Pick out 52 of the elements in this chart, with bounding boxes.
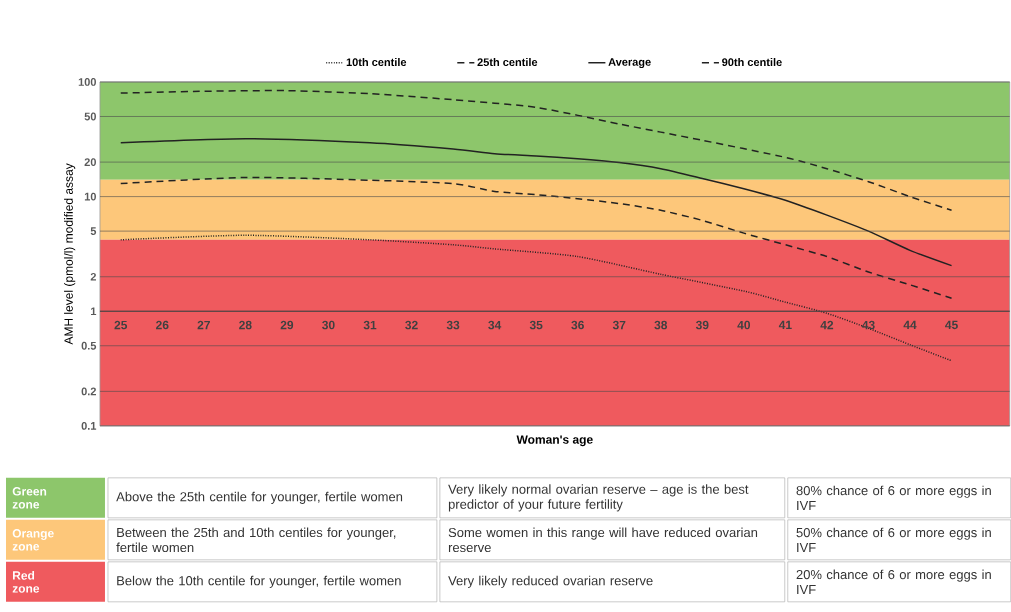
x-tick-label: 31 [363, 320, 377, 330]
y-tick-label: 10 [84, 192, 96, 201]
text: Below the 10th centile for younger, fertile women [117, 575, 401, 588]
x-tick-label: 27 [197, 320, 210, 330]
x-tick-label: 45 [945, 320, 958, 330]
text: Some women in this range will have reduced ovarian reserve [448, 527, 758, 553]
x-tick-label: 39 [695, 320, 709, 330]
x-tick-label: 34 [488, 320, 502, 330]
text: Very likely normal ovarian reserve – age is the best predictor of your future fertility [448, 484, 749, 512]
x-tick-label: 38 [654, 320, 668, 330]
x-tick-label: 44 [903, 320, 917, 330]
x-tick-label: 36 [571, 320, 584, 330]
y-tick-label: 100 [78, 78, 96, 86]
y-tick-label: 0.5 [81, 341, 97, 350]
x-tick-label: 33 [446, 320, 460, 330]
text: Green zone [12, 487, 47, 509]
y-tick-label: 50 [84, 112, 96, 121]
text: Above the 25th centile for younger, fertile women [116, 491, 403, 504]
x-tick-label: 43 [861, 320, 875, 330]
legend-label: 25th centile [477, 58, 538, 67]
text: 80% chance of 6 or more eggs in IVF [796, 485, 991, 511]
x-tick-label: 42 [820, 320, 834, 330]
legend-label: 90th centile [722, 58, 782, 67]
line-series [119, 89, 953, 212]
line-series [119, 138, 953, 267]
x-tick-label: 32 [405, 320, 418, 330]
text: 20% chance of 6 or more eggs in IVF [796, 569, 991, 595]
x-tick-label: 30 [322, 320, 335, 330]
x-tick-label: 28 [239, 320, 252, 330]
x-tick-label: 40 [737, 320, 751, 330]
x-tick-label: 25 [114, 320, 128, 330]
x-tick-label: 35 [529, 320, 543, 330]
text: Very likely reduced ovarian reserve [448, 575, 653, 588]
x-axis-title: Woman's age [516, 435, 593, 447]
x-tick-label: 41 [778, 320, 792, 330]
y-tick-label: 20 [84, 158, 96, 167]
line-series [119, 176, 953, 300]
y-tick-label: 0.2 [81, 387, 96, 396]
text: Orange zone [12, 529, 54, 551]
legend-label: 10th centile [346, 58, 407, 67]
y-tick-label: 2 [90, 273, 96, 281]
y-tick-label: 5 [90, 227, 97, 236]
text: 50% chance of 6 or more eggs in IVF [796, 527, 991, 553]
y-tick-label: 1 [91, 307, 97, 316]
x-tick-label: 37 [612, 320, 626, 330]
x-tick-label: 29 [280, 320, 294, 330]
y-tick-label: 0.1 [81, 422, 97, 430]
text: Between the 25th and 10th centiles for younger, fertile women [116, 527, 396, 553]
y-axis-title: AMH level (pmol/l) modified assay [64, 163, 76, 345]
text: Red zone [12, 571, 40, 593]
legend-label: Average [608, 58, 651, 69]
x-tick-label: 26 [156, 320, 169, 330]
